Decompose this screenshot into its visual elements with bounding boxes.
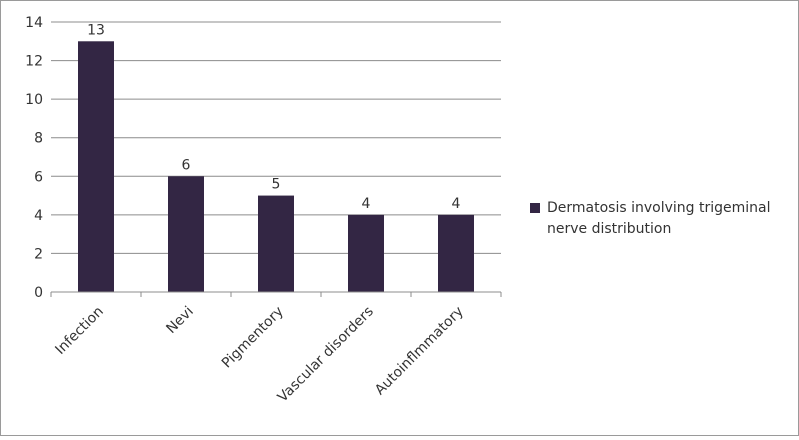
x-tick-label: Infection [52,304,106,358]
y-tick-label: 8 [34,131,43,147]
gridlines [51,21,501,254]
data-label: 4 [452,196,461,212]
x-tick-label: Nevi [163,304,196,337]
data-label: 4 [362,196,371,212]
data-label: 13 [87,22,105,38]
data-label: 6 [182,157,191,173]
bars [78,41,474,293]
legend-label: Dermatosis involving trigeminal nerve di… [547,200,771,237]
x-tick-label: Vascular disorders [275,304,377,406]
y-tick-label: 6 [34,169,43,185]
y-tick-label: 2 [34,246,43,262]
bar [438,214,474,292]
y-tick-label: 12 [25,54,43,70]
x-tick-label: Pigmentory [219,304,287,372]
y-tick-label: 10 [25,92,43,108]
y-tick-label: 14 [25,15,43,31]
y-tick-label: 4 [34,208,43,224]
bar [258,195,294,292]
y-tick-label: 0 [34,285,43,301]
data-label: 5 [272,177,281,193]
data-labels: 13 6 5 4 4 [87,22,460,212]
bar [348,214,384,292]
legend-swatch [530,203,540,213]
legend: Dermatosis involving trigeminal nerve di… [530,198,790,240]
bar [168,176,204,292]
x-axis [50,291,502,297]
bar [78,41,114,293]
x-tick-label: Autoinflmmatory [372,304,467,399]
y-axis-ticks: 0 2 4 6 8 10 12 14 [25,15,43,301]
